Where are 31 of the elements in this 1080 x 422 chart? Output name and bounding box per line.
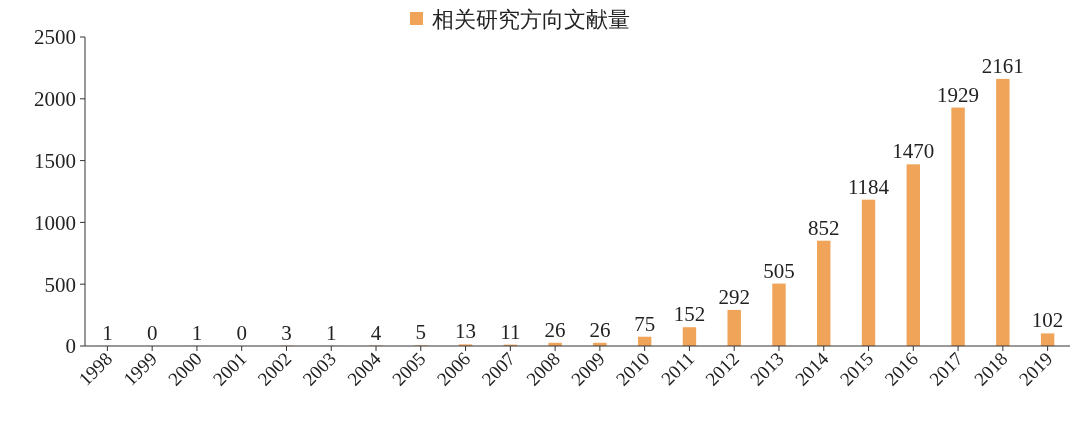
data-label: 2161 xyxy=(981,53,1024,78)
legend-label: 相关研究方向文献量 xyxy=(432,6,630,32)
data-label: 852 xyxy=(808,215,840,240)
data-label: 4 xyxy=(370,320,382,345)
data-label: 1470 xyxy=(892,139,935,164)
data-label: 3 xyxy=(281,320,292,345)
data-label: 152 xyxy=(673,302,706,327)
data-label: 1 xyxy=(191,320,203,345)
data-label: 102 xyxy=(1031,308,1064,333)
data-label: 26 xyxy=(589,317,611,342)
data-label: 1 xyxy=(102,320,113,345)
data-label: 292 xyxy=(718,284,750,309)
data-label: 75 xyxy=(634,311,656,336)
data-label: 505 xyxy=(763,258,795,283)
x-tick-label: 2011 xyxy=(657,347,699,390)
y-tick-label: 0 xyxy=(65,334,76,359)
data-label: 1 xyxy=(326,320,337,345)
y-tick-label: 500 xyxy=(44,272,76,297)
data-label: 1929 xyxy=(937,82,980,107)
data-label: 0 xyxy=(236,321,247,345)
data-label: 5 xyxy=(415,320,427,345)
data-label: 1184 xyxy=(847,174,890,199)
data-label: 0 xyxy=(146,321,158,345)
y-tick-label: 1000 xyxy=(34,210,76,235)
y-tick-label: 2500 xyxy=(34,25,76,50)
y-tick-label: 2000 xyxy=(34,87,76,112)
y-tick-label: 1500 xyxy=(34,148,76,173)
data-label: 13 xyxy=(455,319,477,344)
data-label: 26 xyxy=(544,317,566,342)
data-label: 11 xyxy=(500,319,521,344)
x-tick-label: 2001 xyxy=(208,347,251,390)
